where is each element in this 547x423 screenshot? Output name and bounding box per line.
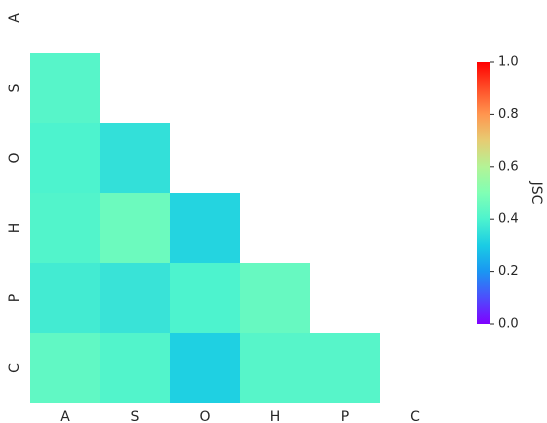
colorbar-tick-label: 1.0 bbox=[498, 55, 519, 70]
y-tick-label: S bbox=[7, 83, 23, 92]
heatmap-cell-C-H bbox=[240, 333, 310, 403]
heatmap-cell-P-O bbox=[170, 263, 240, 333]
y-tick-label: C bbox=[7, 363, 23, 373]
y-axis-tick-labels: A S O H P C bbox=[7, 13, 23, 373]
heatmap-cell-H-S bbox=[100, 193, 170, 263]
y-tick-label: O bbox=[7, 152, 23, 163]
x-tick-label: P bbox=[341, 409, 349, 423]
y-tick-label: H bbox=[7, 223, 23, 234]
colorbar-label: JSC bbox=[528, 181, 544, 205]
heatmap-cell-P-H bbox=[240, 263, 310, 333]
heatmap-cell-H-O bbox=[170, 193, 240, 263]
colorbar-tick-label: 0.4 bbox=[498, 212, 519, 227]
x-tick-label: O bbox=[199, 409, 210, 423]
colorbar-tick-label: 0.8 bbox=[498, 107, 519, 122]
heatmap-cell-C-O bbox=[170, 333, 240, 403]
heatmap-cell-C-P bbox=[310, 333, 380, 403]
heatmap-cell-O-S bbox=[100, 123, 170, 193]
heatmap-cell-P-A bbox=[30, 263, 100, 333]
colorbar-ticks: 0.0 0.2 0.4 0.6 0.8 1.0 bbox=[490, 55, 519, 332]
x-tick-label: S bbox=[131, 409, 140, 423]
y-tick-label: A bbox=[7, 13, 23, 23]
x-tick-label: H bbox=[270, 409, 281, 423]
colorbar-gradient bbox=[477, 62, 490, 324]
colorbar-tick-label: 0.2 bbox=[498, 264, 519, 279]
heatmap-cell-C-S bbox=[100, 333, 170, 403]
heatmap-cell-C-A bbox=[30, 333, 100, 403]
colorbar: 0.0 0.2 0.4 0.6 0.8 1.0 JSC bbox=[477, 55, 544, 332]
x-tick-label: C bbox=[410, 409, 420, 423]
heatmap-cells bbox=[30, 53, 380, 403]
colorbar-tick-label: 0.0 bbox=[498, 317, 519, 332]
heatmap-cell-S-A bbox=[30, 53, 100, 123]
heatmap-cell-O-A bbox=[30, 123, 100, 193]
heatmap-cell-H-A bbox=[30, 193, 100, 263]
colorbar-tick-label: 0.6 bbox=[498, 159, 519, 174]
y-tick-label: P bbox=[7, 294, 23, 302]
x-tick-label: A bbox=[60, 409, 70, 423]
heatmap-cell-P-S bbox=[100, 263, 170, 333]
